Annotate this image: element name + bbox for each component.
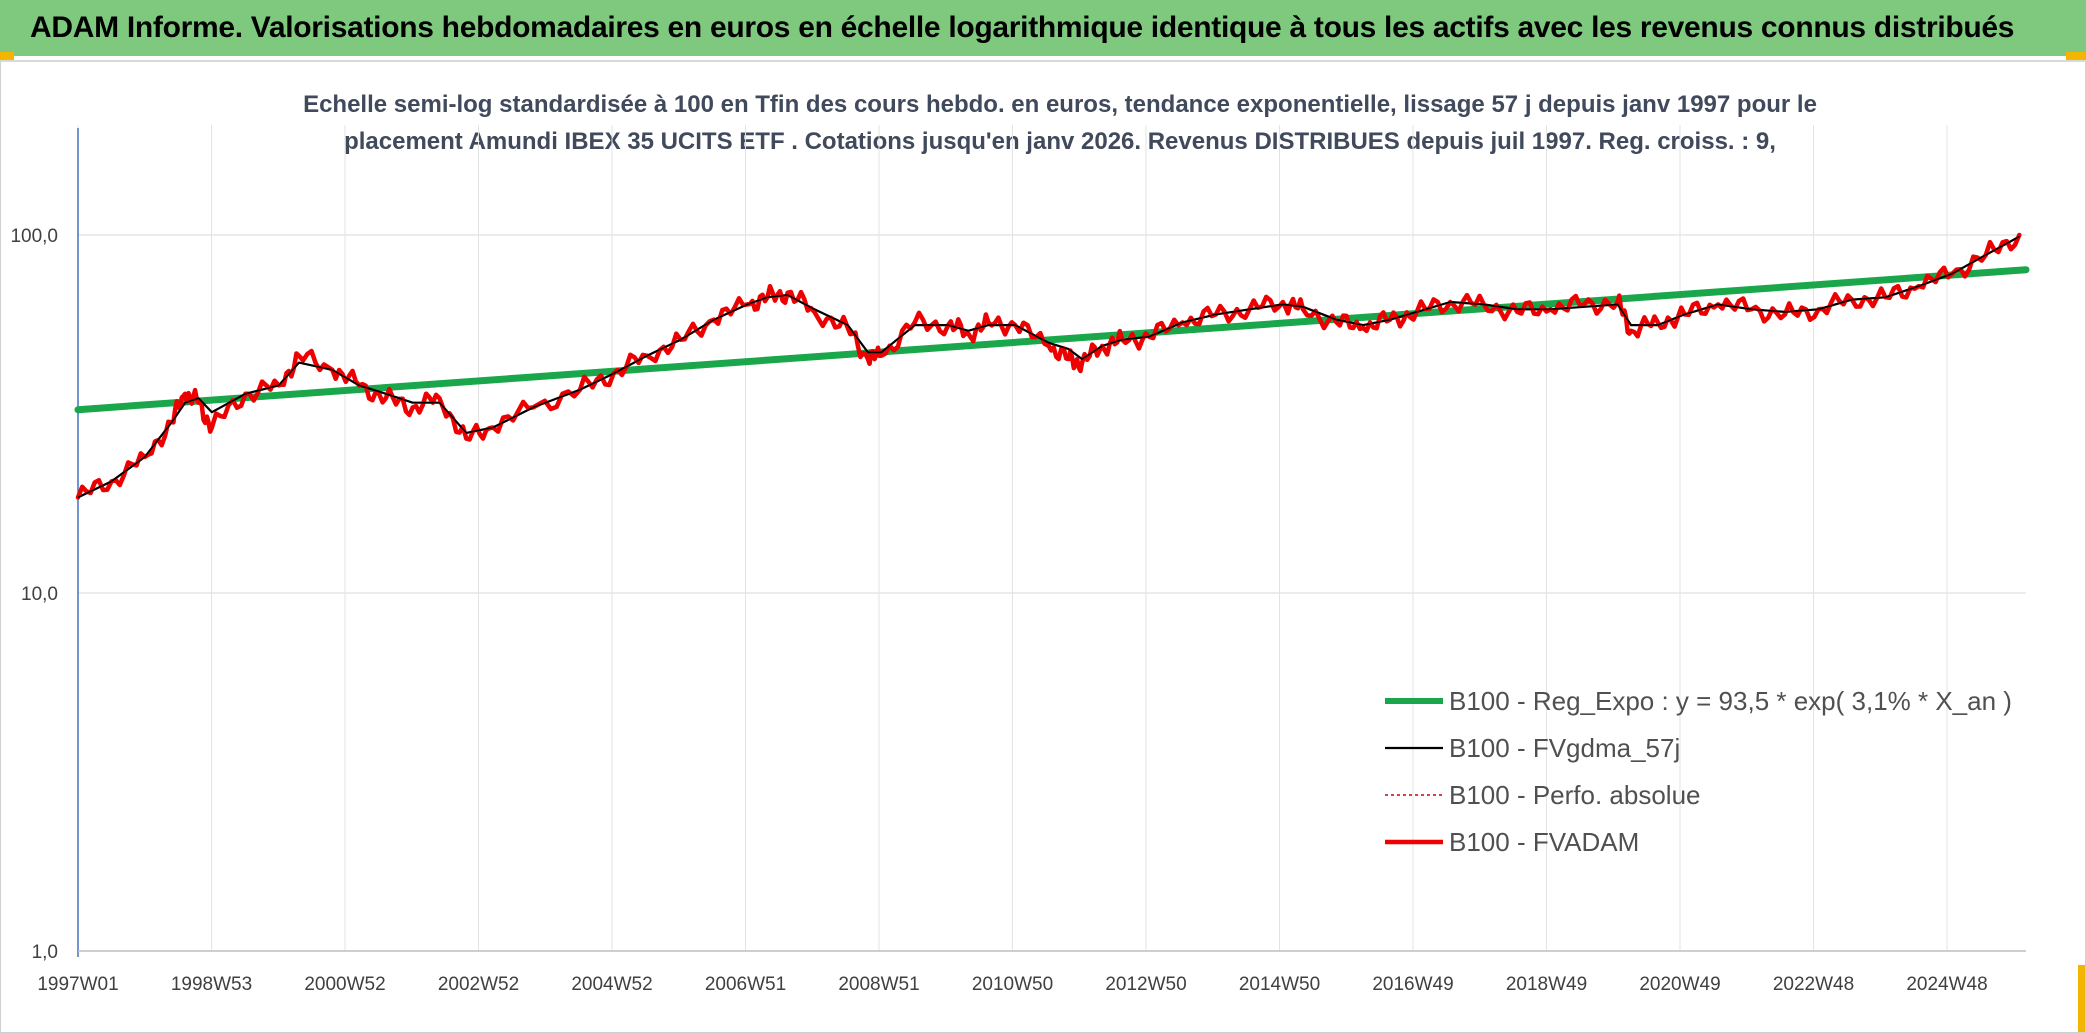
x-tick-label: 2022W48	[1773, 974, 1854, 995]
grid-layer	[77, 125, 2026, 952]
corner-accent-left	[0, 52, 14, 62]
x-tick-label: 2006W51	[705, 974, 786, 995]
x-tick-label: 2004W52	[571, 974, 652, 995]
axis-layer: 1,0 10,0 100,0 1997W01 1998W53 2000W52 2002W52…	[10, 128, 2026, 995]
legend: B100 - Reg_Expo : y = 93,5 * exp( 3,1% *…	[1385, 686, 2012, 857]
x-tick-label: 2008W51	[838, 974, 919, 995]
series-line-thick-green	[74, 266, 2030, 414]
corner-accent-right	[2066, 52, 2086, 62]
x-tick-label: 2000W52	[304, 974, 385, 995]
x-tick-label: 2012W50	[1105, 974, 1186, 995]
series-line-smoothed-overlay	[77, 235, 2020, 499]
report-title: ADAM Informe. Valorisations hebdomadaire…	[30, 11, 2015, 44]
report-header: ADAM Informe. Valorisations hebdomadaire…	[0, 0, 2086, 56]
series-line-thick-red	[75, 232, 2022, 500]
chart-title: Echelle semi-log standardisée à 100 en T…	[260, 86, 1860, 160]
x-tick-label: 1997W01	[37, 974, 118, 995]
x-tick-label: 2018W49	[1506, 974, 1587, 995]
legend-label: B100 - FVADAM	[1449, 827, 1639, 857]
legend-label: B100 - FVgdma_57j	[1449, 733, 1680, 763]
x-tick-label: 2002W52	[438, 974, 519, 995]
corner-accent-bottom-right	[2078, 965, 2086, 1033]
x-tick-label: 2020W49	[1639, 974, 1720, 995]
chart-title-line-2: placement Amundi IBEX 35 UCITS ETF . Cot…	[344, 128, 1776, 155]
x-tick-label: 2016W49	[1372, 974, 1453, 995]
series-line-thin-black	[76, 235, 2021, 499]
series-line-dotted-red	[77, 234, 2021, 499]
series-layer	[74, 232, 2030, 500]
y-tick-label: 100,0	[10, 226, 58, 247]
x-tick-label: 2024W48	[1906, 974, 1987, 995]
chart-title-line-1: Echelle semi-log standardisée à 100 en T…	[303, 91, 1817, 118]
y-tick-label: 1,0	[32, 942, 58, 963]
y-tick-label: 10,0	[21, 584, 58, 605]
legend-label: B100 - Reg_Expo : y = 93,5 * exp( 3,1% *…	[1449, 686, 2012, 716]
x-tick-label: 2014W50	[1239, 974, 1320, 995]
x-tick-label: 2010W50	[972, 974, 1053, 995]
legend-label: B100 - Perfo. absolue	[1449, 780, 1701, 810]
x-tick-label: 1998W53	[171, 974, 252, 995]
